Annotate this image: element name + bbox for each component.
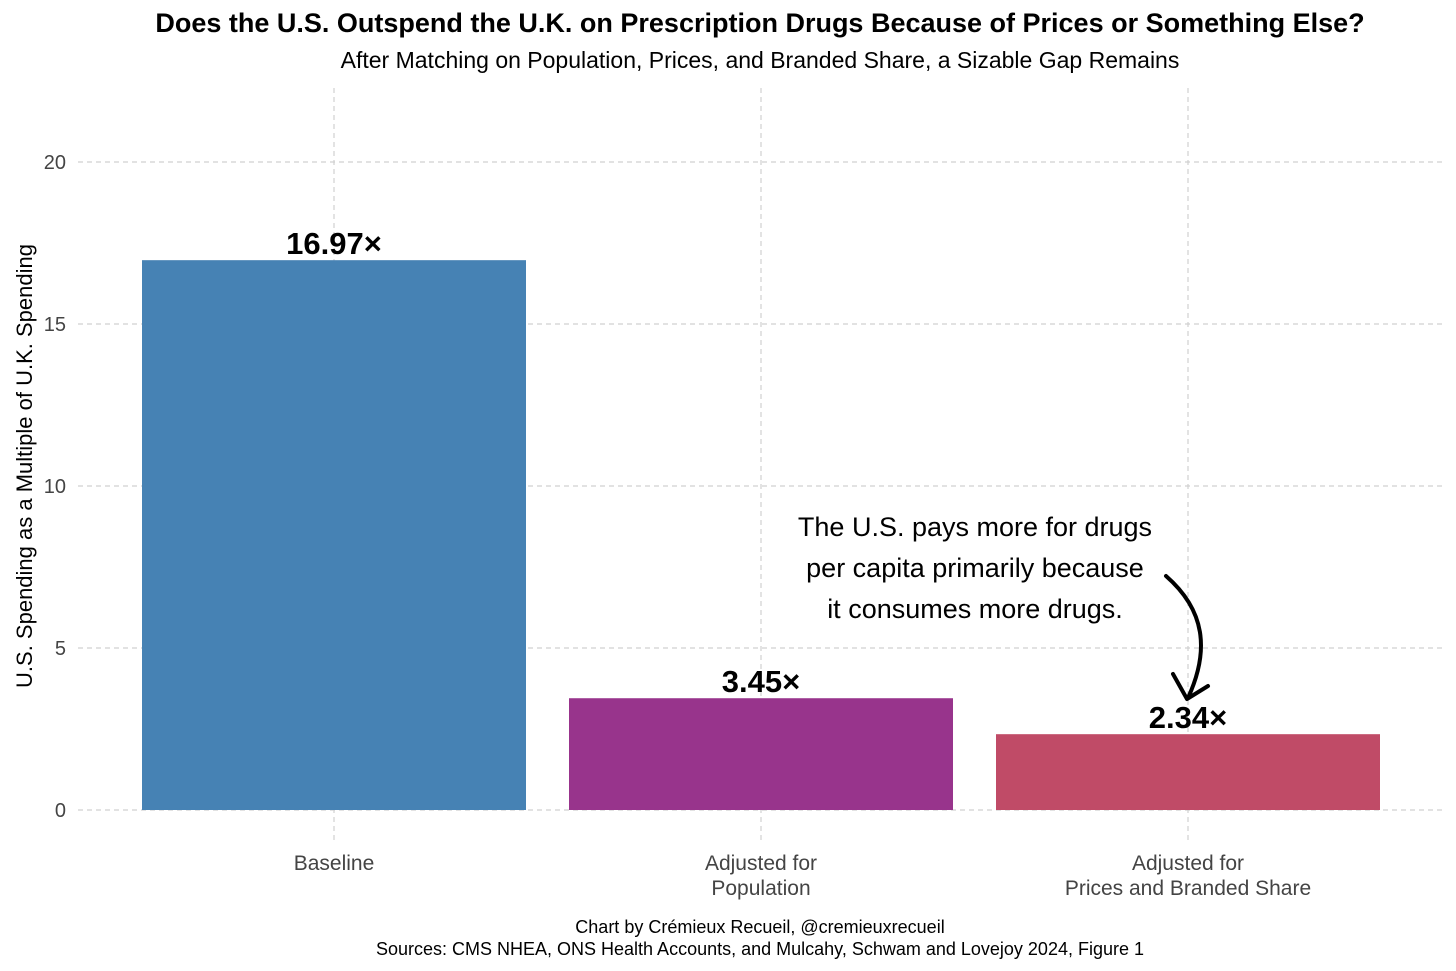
x-tick-label: Baseline — [294, 852, 375, 875]
x-tick-label: Adjusted for Population — [705, 852, 817, 900]
y-tick-label: 0 — [55, 800, 66, 822]
caption-credit: Chart by Crémieux Recueil, @cremieuxrecu… — [575, 917, 945, 937]
bar — [996, 734, 1380, 810]
y-tick-label: 10 — [44, 476, 66, 498]
data-label: 3.45× — [722, 664, 800, 699]
y-tick-label: 20 — [44, 152, 66, 174]
chart-title: Does the U.S. Outspend the U.K. on Presc… — [155, 8, 1365, 38]
y-tick-label: 5 — [55, 638, 66, 660]
annotation-arrow — [1164, 574, 1204, 700]
bar — [142, 260, 526, 810]
data-label: 2.34× — [1149, 700, 1227, 735]
data-label: 16.97× — [286, 226, 382, 261]
x-tick-label: Adjusted for Prices and Branded Share — [1065, 852, 1311, 900]
caption-sources: Sources: CMS NHEA, ONS Health Accounts, … — [375, 939, 1145, 959]
y-axis-label: U.S. Spending as a Multiple of U.K. Spen… — [12, 244, 37, 688]
annotation-text: The U.S. pays more for drugs per capita p… — [798, 512, 1152, 624]
bar — [569, 698, 953, 810]
y-tick-label: 15 — [44, 314, 66, 336]
annotation-arrowhead — [1171, 672, 1210, 701]
chart-subtitle: After Matching on Population, Prices, an… — [340, 47, 1180, 73]
